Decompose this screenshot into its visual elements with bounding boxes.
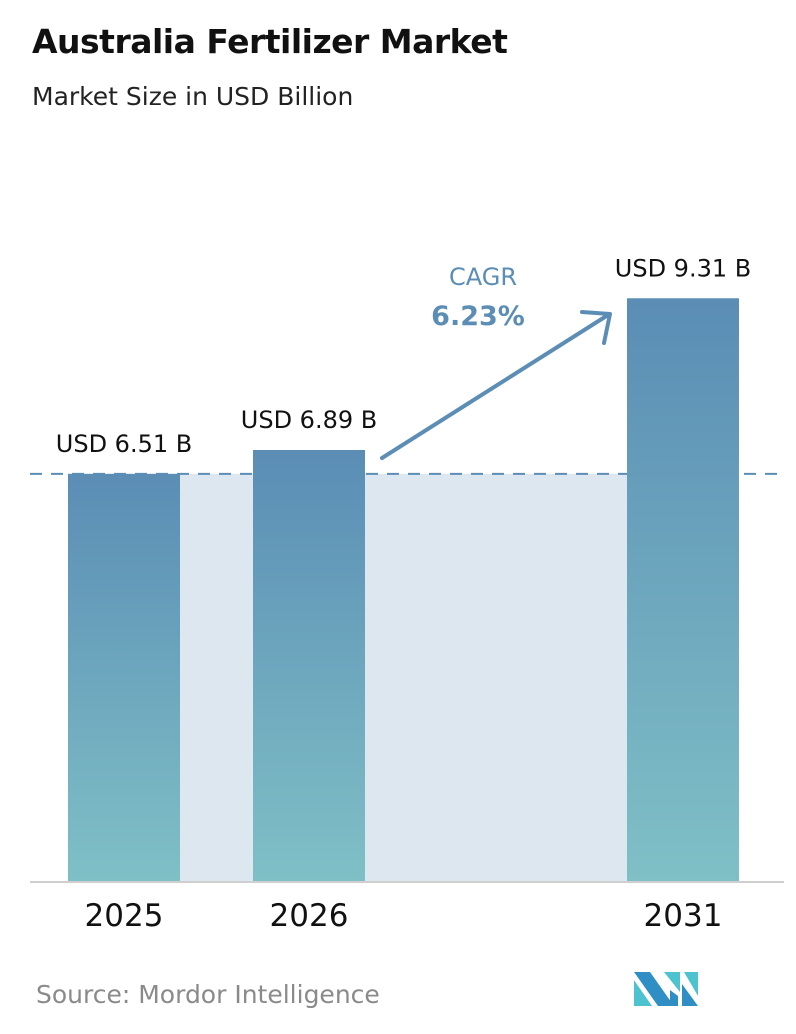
x-tick-2031: 2031 [644,898,723,934]
chart-subtitle: Market Size in USD Billion [32,82,354,111]
data-label-2026: USD 6.89 B [241,406,377,434]
bar-2026 [253,449,365,882]
cagr-value: 6.23% [431,301,525,332]
cagr-arrow-head [580,310,612,345]
shaded-region [180,473,627,882]
data-label-2031: USD 9.31 B [615,254,751,282]
cagr-label: CAGR [449,263,517,291]
source-text: Source: Mordor Intelligence [36,980,380,1009]
mordor-logo [634,972,698,1006]
chart-title: Australia Fertilizer Market [32,22,508,61]
data-label-2025: USD 6.51 B [56,430,192,458]
x-tick-2025: 2025 [85,898,164,934]
bar-2031 [627,298,739,882]
x-tick-2026: 2026 [270,898,349,934]
bar-2025 [68,473,180,882]
cagr-arrow [380,313,610,460]
